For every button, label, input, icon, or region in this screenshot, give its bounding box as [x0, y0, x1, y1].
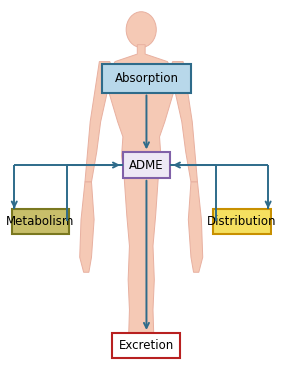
Polygon shape — [188, 182, 203, 272]
Text: Absorption: Absorption — [114, 72, 179, 85]
FancyBboxPatch shape — [213, 209, 271, 234]
Polygon shape — [105, 45, 178, 353]
Text: Distribution: Distribution — [207, 215, 277, 228]
Ellipse shape — [126, 169, 157, 184]
Polygon shape — [170, 61, 198, 182]
FancyBboxPatch shape — [102, 64, 191, 92]
Polygon shape — [85, 61, 112, 182]
Polygon shape — [80, 182, 94, 272]
FancyBboxPatch shape — [123, 152, 170, 178]
FancyBboxPatch shape — [112, 333, 181, 359]
Text: Excretion: Excretion — [119, 339, 174, 352]
Ellipse shape — [126, 12, 156, 47]
Text: ADME: ADME — [129, 158, 164, 172]
FancyBboxPatch shape — [12, 209, 69, 234]
Text: Metabolism: Metabolism — [6, 215, 75, 228]
